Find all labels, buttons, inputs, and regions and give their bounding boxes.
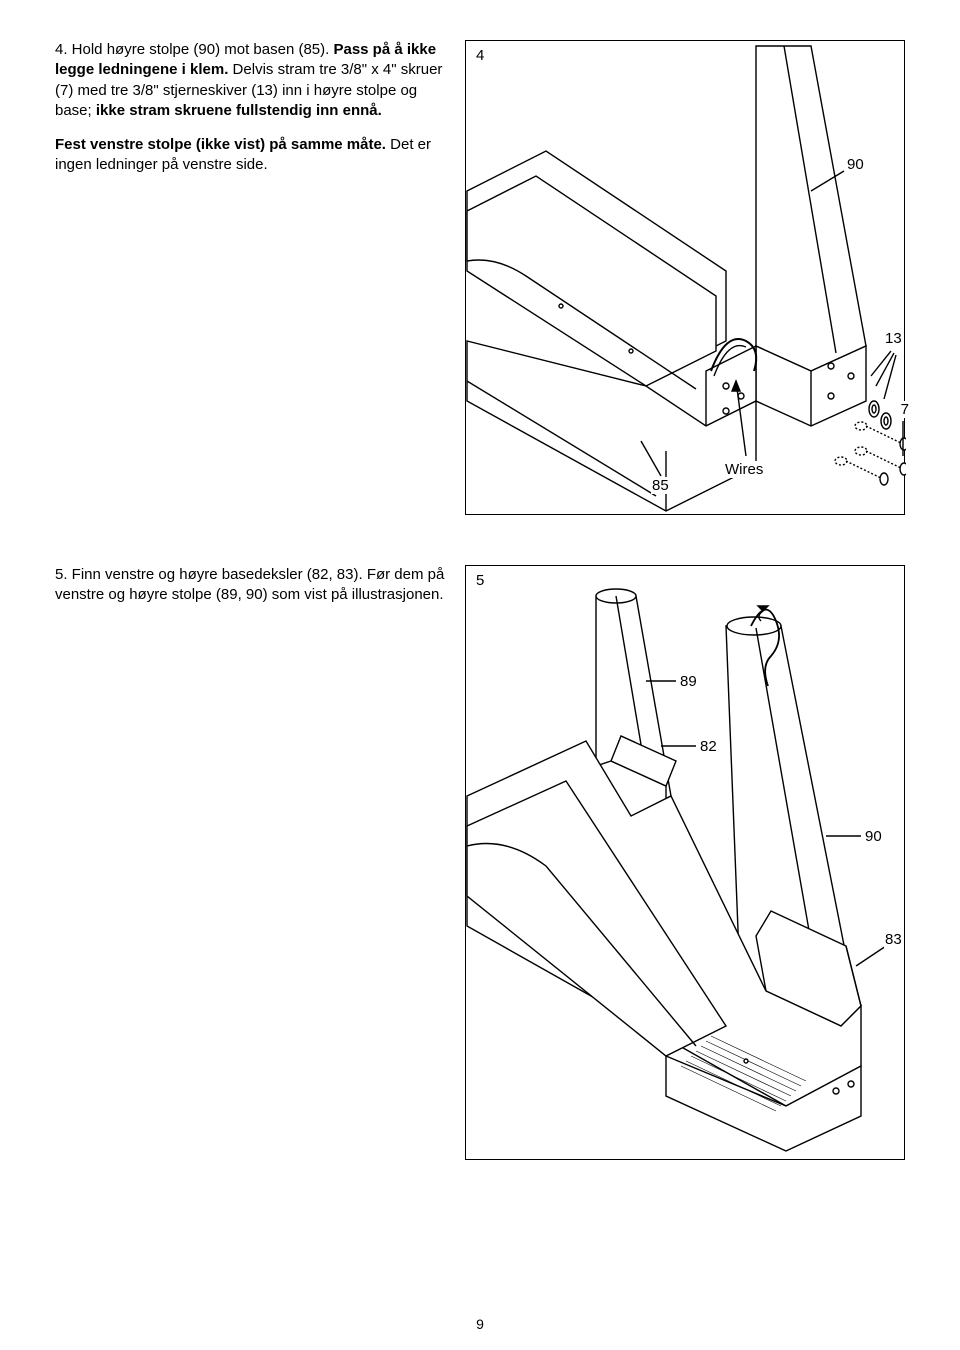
callout-83: 83 bbox=[884, 931, 903, 948]
callout-82: 82 bbox=[699, 738, 718, 755]
callout-wires: Wires bbox=[724, 461, 764, 478]
step-4-paragraph-2: Fest venstre stolpe (ikke vist) på samme… bbox=[55, 135, 450, 176]
callout-89: 89 bbox=[679, 673, 698, 690]
step-4-diagram: 4 bbox=[465, 40, 905, 515]
diagram-box-5: 5 bbox=[465, 565, 905, 1160]
step-5-text: 5. Finn venstre og høyre basedeksler (82… bbox=[55, 565, 450, 610]
callout-90: 90 bbox=[864, 828, 883, 845]
step-5-paragraph: 5. Finn venstre og høyre basedeksler (82… bbox=[55, 565, 450, 606]
step-4-paragraph-1: 4. Hold høyre stolpe (90) mot basen (85)… bbox=[55, 40, 450, 121]
callout-13: 13 bbox=[884, 330, 903, 347]
diagram-svg-4 bbox=[466, 41, 906, 516]
step-number-5: 5 bbox=[476, 572, 484, 589]
diagram-box-4: 4 bbox=[465, 40, 905, 515]
step-number-4: 4 bbox=[476, 47, 484, 64]
callout-90: 90 bbox=[846, 156, 865, 173]
callout-7: 7 bbox=[900, 401, 910, 418]
step-4-text: 4. Hold høyre stolpe (90) mot basen (85)… bbox=[55, 40, 450, 180]
text-bold: ikke stram skruene fullstendig inn ennå. bbox=[96, 102, 382, 119]
text: 4. Hold høyre stolpe (90) mot basen (85)… bbox=[55, 41, 333, 58]
step-5-diagram: 5 bbox=[465, 565, 905, 1160]
step-5-block: 5. Finn venstre og høyre basedeksler (82… bbox=[55, 565, 905, 1160]
diagram-svg-5 bbox=[466, 566, 906, 1161]
text-bold: Fest venstre stolpe (ikke vist) på samme… bbox=[55, 136, 386, 153]
page-number: 9 bbox=[0, 1316, 960, 1332]
step-4-block: 4. Hold høyre stolpe (90) mot basen (85)… bbox=[55, 40, 905, 515]
callout-85: 85 bbox=[651, 477, 670, 494]
